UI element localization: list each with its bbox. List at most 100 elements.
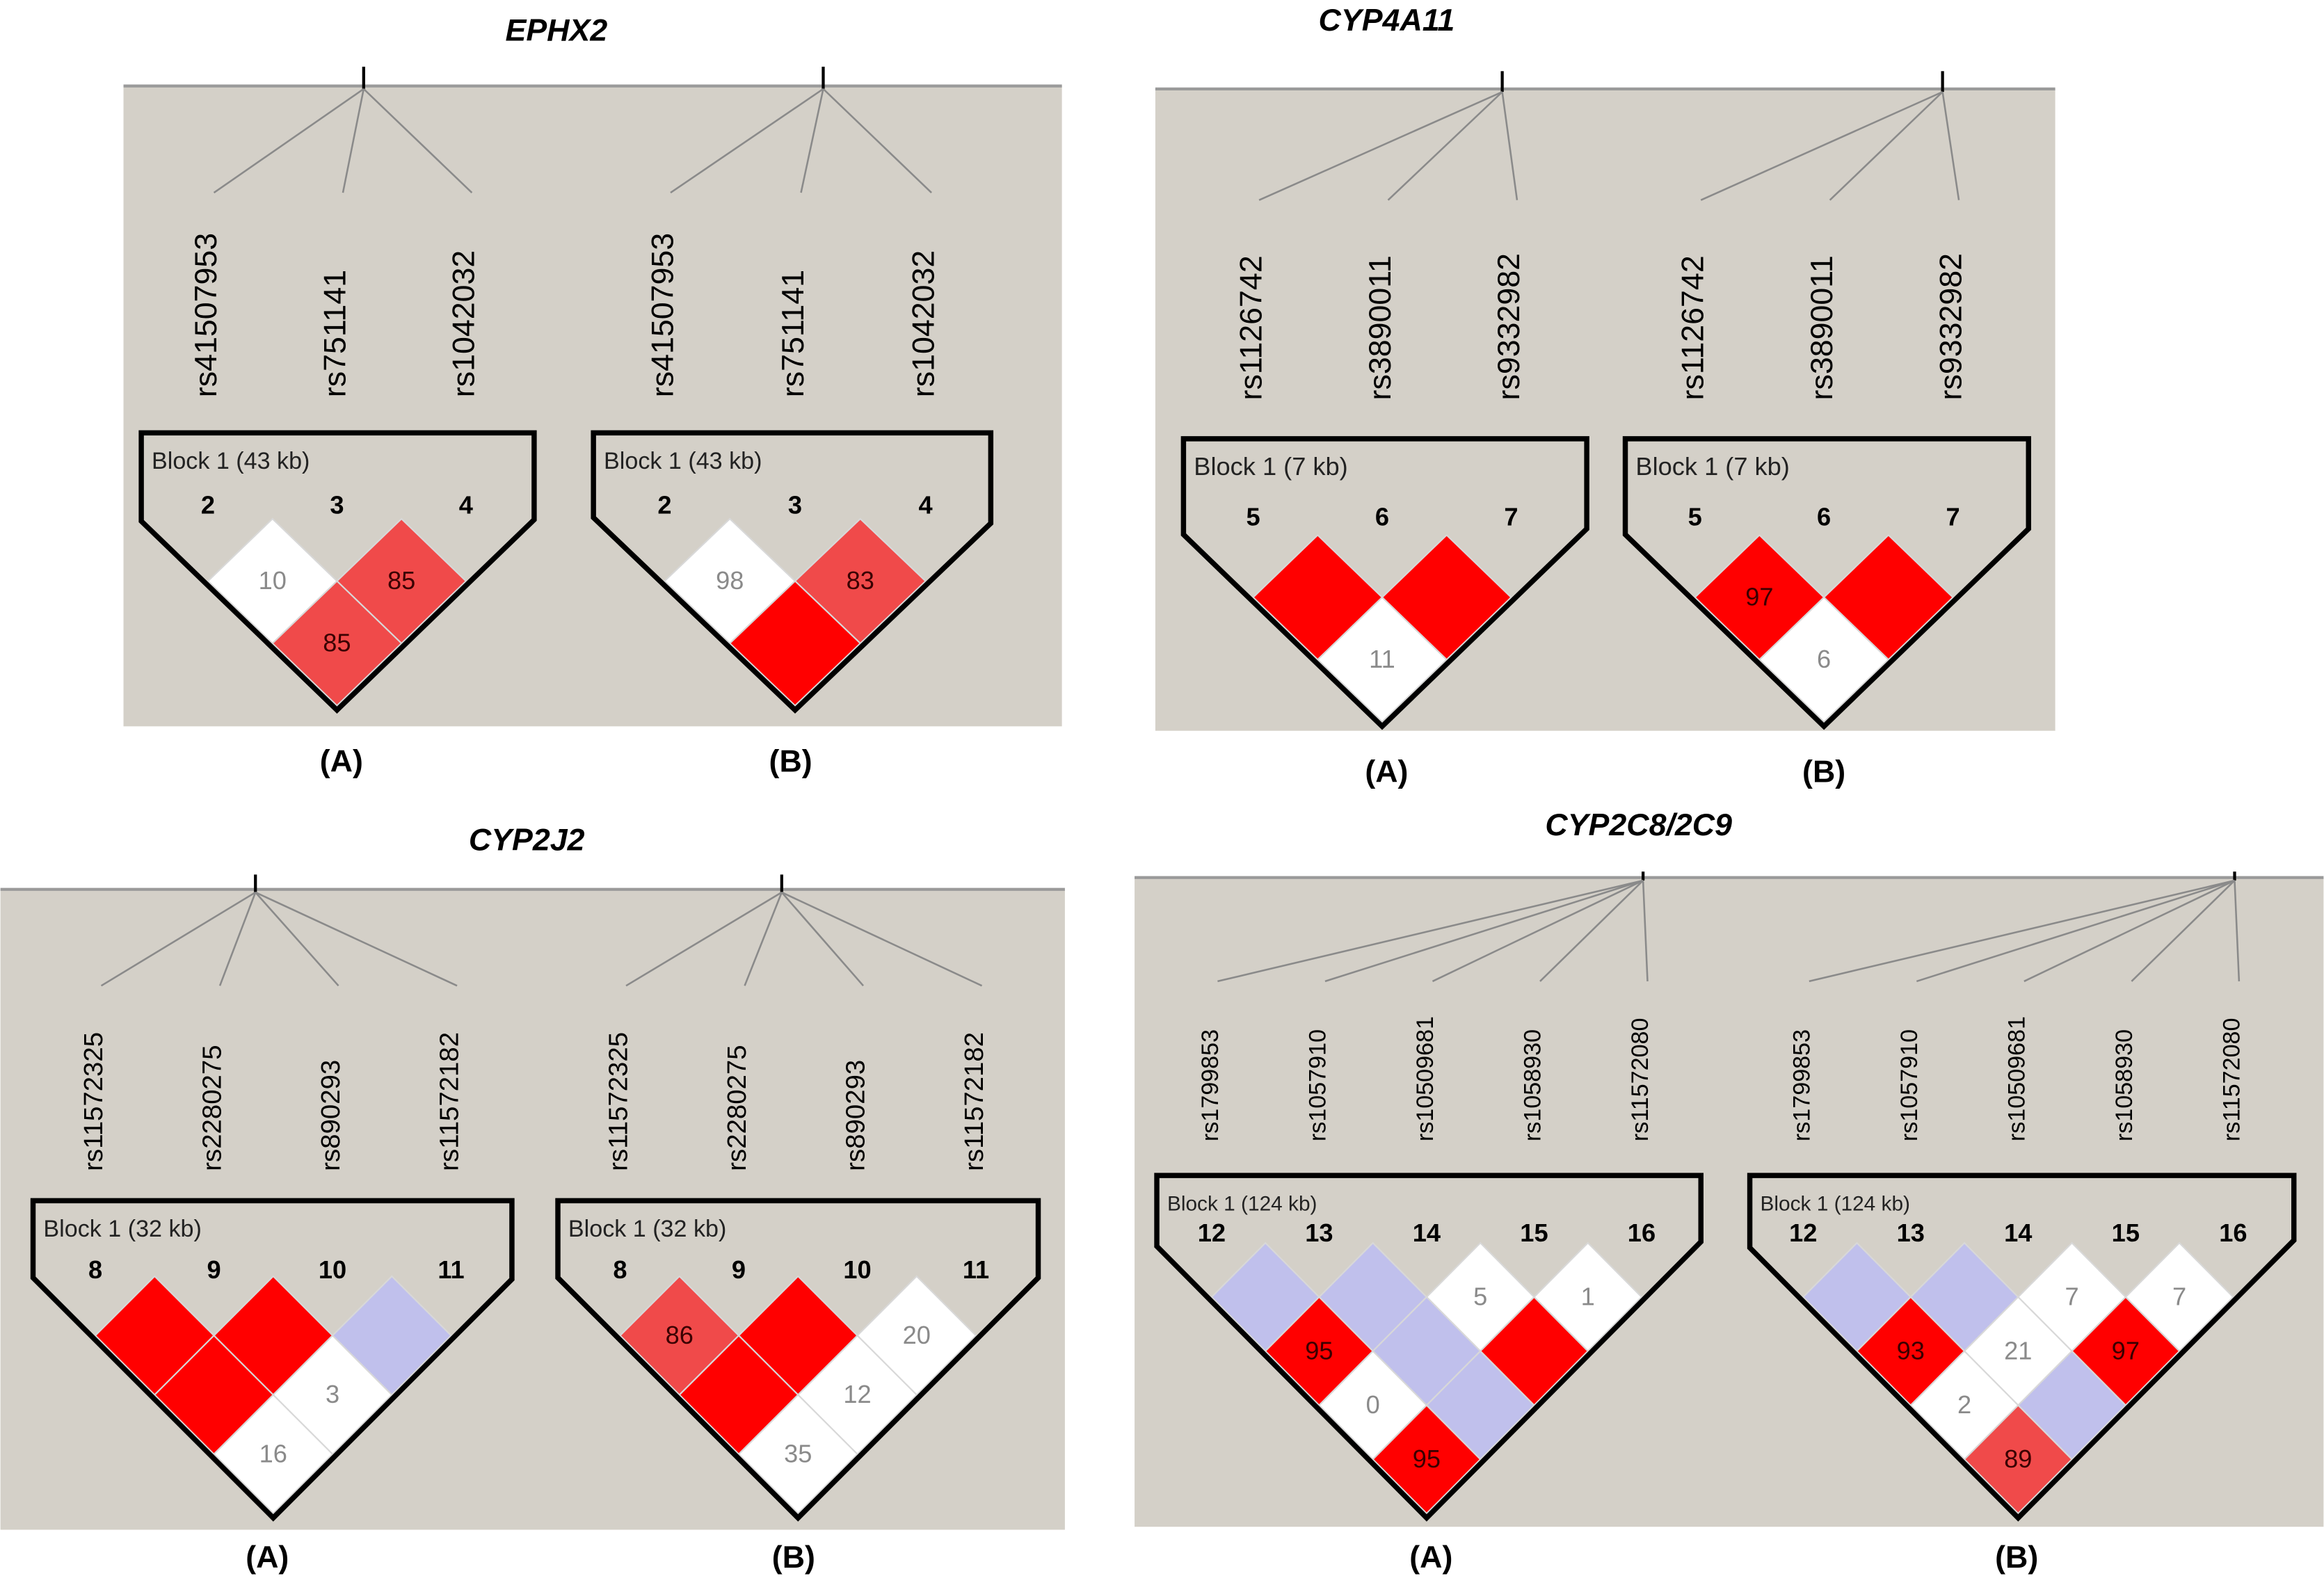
snp-label: rs11572080	[1627, 1018, 1653, 1142]
ld-value: 89	[2004, 1445, 2032, 1473]
snp-label: rs41507953	[189, 233, 223, 397]
ld-value: 95	[1305, 1336, 1333, 1365]
ld-cell	[1372, 1404, 1482, 1515]
snp-connector	[625, 891, 783, 987]
ld-value: 11	[1369, 645, 1395, 673]
block-outline	[138, 430, 537, 714]
plot-label: (A)	[1365, 754, 1408, 789]
marker-number: 4	[459, 490, 473, 519]
marker-number: 6	[1375, 503, 1389, 531]
marker-number: 9	[732, 1255, 746, 1284]
snp-connector	[1700, 90, 1944, 201]
block-label: Block 1 (7 kb)	[1194, 452, 1347, 481]
plot-label: (B)	[769, 743, 812, 778]
ld-value: 86	[666, 1321, 694, 1349]
snp-connector	[1829, 91, 1944, 201]
snp-label: rs9332982	[1491, 253, 1526, 401]
ld-cell	[271, 579, 403, 707]
snp-connector	[744, 892, 783, 986]
snp-connector	[1432, 879, 1644, 983]
block-outline	[1154, 1173, 1704, 1522]
marker-number: 12	[1198, 1219, 1226, 1247]
ld-cell	[213, 1394, 334, 1515]
snp-label: rs1126742	[1676, 255, 1710, 400]
ld-value: 16	[259, 1440, 287, 1468]
marker-number: 3	[330, 490, 344, 519]
block-label: Block 1 (32 kb)	[43, 1216, 201, 1242]
block-label: Block 1 (32 kb)	[568, 1216, 726, 1242]
marker-number: 9	[207, 1255, 221, 1284]
ld-value: 12	[843, 1380, 871, 1408]
snp-connector	[1387, 91, 1503, 201]
snp-label: rs3890011	[1363, 255, 1397, 400]
block-label: Block 1 (43 kb)	[152, 448, 310, 474]
ld-cell	[1316, 596, 1448, 723]
plot-label: (A)	[1409, 1540, 1452, 1575]
ld-value: 93	[1897, 1336, 1925, 1365]
plot-label: (B)	[772, 1540, 815, 1575]
ld-value: 7	[2065, 1283, 2078, 1311]
snp-label: rs3890011	[1804, 255, 1839, 400]
ld-value: 20	[903, 1321, 931, 1349]
snp-connector	[218, 892, 257, 986]
snp-connector	[1501, 91, 1518, 200]
ld-cell	[737, 1394, 859, 1515]
marker-number: 2	[657, 490, 671, 519]
snp-label: rs890293	[841, 1060, 871, 1171]
marker-number: 10	[319, 1255, 346, 1284]
marker-number: 3	[788, 490, 802, 519]
snp-label: rs1058930	[1519, 1029, 1546, 1141]
snp-connector	[1809, 879, 2235, 983]
marker-number: 14	[2004, 1219, 2032, 1247]
ld-value: 6	[1817, 645, 1831, 673]
snp-connector	[342, 88, 365, 193]
ld-value: 0	[1366, 1390, 1380, 1419]
marker-number: 16	[2219, 1219, 2247, 1247]
snp-label: rs9332982	[1933, 253, 1968, 401]
marker-number: 11	[963, 1255, 989, 1284]
plot-label: (A)	[320, 743, 363, 778]
panel-background	[0, 889, 1065, 1530]
snp-label: rs1057910	[1304, 1029, 1331, 1141]
block-outline	[1747, 1173, 2297, 1522]
marker-number: 13	[1897, 1219, 1925, 1247]
snp-connector	[362, 88, 473, 193]
snp-connector	[670, 88, 824, 194]
snp-label: rs1799853	[1788, 1029, 1815, 1141]
snp-label: rs751141	[317, 270, 352, 397]
block-outline	[591, 430, 994, 714]
ld-value: 3	[326, 1380, 339, 1408]
snp-label: rs2280275	[722, 1045, 752, 1171]
snp-label: rs11572325	[79, 1032, 109, 1171]
gene-title: EPHX2	[505, 13, 607, 48]
ld-value: 1	[1581, 1283, 1595, 1311]
gene-title: CYP2J2	[469, 822, 585, 857]
ld-value: 98	[716, 566, 744, 595]
marker-number: 7	[1504, 503, 1518, 531]
snp-label: rs11572182	[435, 1032, 465, 1171]
ld-cell	[1963, 1404, 2074, 1515]
snp-connector	[1539, 880, 1644, 982]
marker-number: 12	[1789, 1219, 1817, 1247]
block-label: Block 1 (7 kb)	[1635, 452, 1789, 481]
ld-value: 85	[323, 629, 351, 657]
snp-connector	[2131, 880, 2236, 982]
block-label: Block 1 (43 kb)	[604, 448, 762, 474]
ld-value: 5	[1473, 1283, 1487, 1311]
marker-number: 4	[918, 490, 932, 519]
snp-label: rs10509681	[1412, 1016, 1439, 1141]
snp-label: rs890293	[316, 1060, 346, 1171]
snp-connector	[2024, 879, 2236, 983]
marker-number: 8	[613, 1255, 627, 1284]
ld-value: 85	[387, 566, 415, 595]
ld-value: 95	[1413, 1445, 1441, 1473]
marker-number: 5	[1246, 503, 1260, 531]
snp-connector	[255, 892, 339, 987]
snp-connector	[213, 88, 364, 194]
ld-value: 7	[2172, 1283, 2186, 1311]
block-label: Block 1 (124 kb)	[1167, 1193, 1317, 1216]
block-outline	[1180, 436, 1589, 730]
plot-label: (A)	[246, 1540, 289, 1575]
marker-number: 11	[438, 1255, 464, 1284]
